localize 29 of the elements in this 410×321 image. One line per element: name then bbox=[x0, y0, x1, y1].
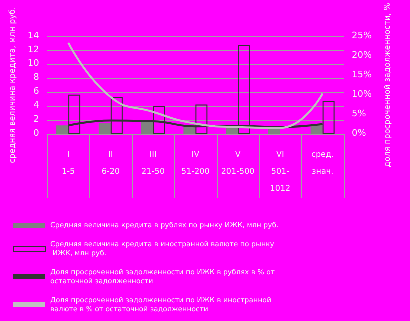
x-tick-label: IV 51-200 bbox=[182, 150, 210, 176]
y2-axis-title: доля просроченной задолженности, % bbox=[382, 2, 392, 168]
bar bbox=[98, 124, 111, 134]
y2-tick-label: 25% bbox=[352, 31, 372, 42]
x-tick-label: сред. знач. bbox=[312, 150, 334, 176]
y2-tick-label: 10% bbox=[352, 90, 372, 100]
x-tick-label: II 6-20 bbox=[102, 150, 120, 176]
bar bbox=[268, 128, 280, 134]
y-tick-label: 12 bbox=[28, 45, 40, 56]
y-tick-label: 14 bbox=[28, 31, 40, 42]
x-tick-label: VI 501- 1012 bbox=[270, 150, 291, 193]
y-tick-label: 0 bbox=[34, 129, 40, 139]
y-tick-label: 2 bbox=[34, 115, 40, 126]
y-tick-label: 10 bbox=[28, 59, 40, 70]
y-tick-label: 8 bbox=[34, 73, 40, 84]
y-tick-label: 6 bbox=[34, 87, 40, 98]
x-tick-label: III 21-50 bbox=[142, 150, 165, 176]
bar bbox=[141, 121, 154, 134]
y-tick-label: 4 bbox=[34, 101, 40, 112]
y2-tick-label: 5% bbox=[352, 109, 367, 120]
bar bbox=[226, 128, 238, 134]
y2-tick-label: 0% bbox=[352, 129, 367, 139]
x-tick-label: V 201-500 bbox=[221, 150, 255, 176]
y-axis-title: средняя величина кредита, млн руб. bbox=[8, 7, 17, 164]
line-series bbox=[68, 42, 324, 130]
x-tick-label: I 1-5 bbox=[62, 150, 76, 176]
y2-tick-label: 15% bbox=[352, 70, 372, 80]
y2-tick-label: 20% bbox=[352, 50, 372, 61]
bar bbox=[56, 126, 69, 134]
